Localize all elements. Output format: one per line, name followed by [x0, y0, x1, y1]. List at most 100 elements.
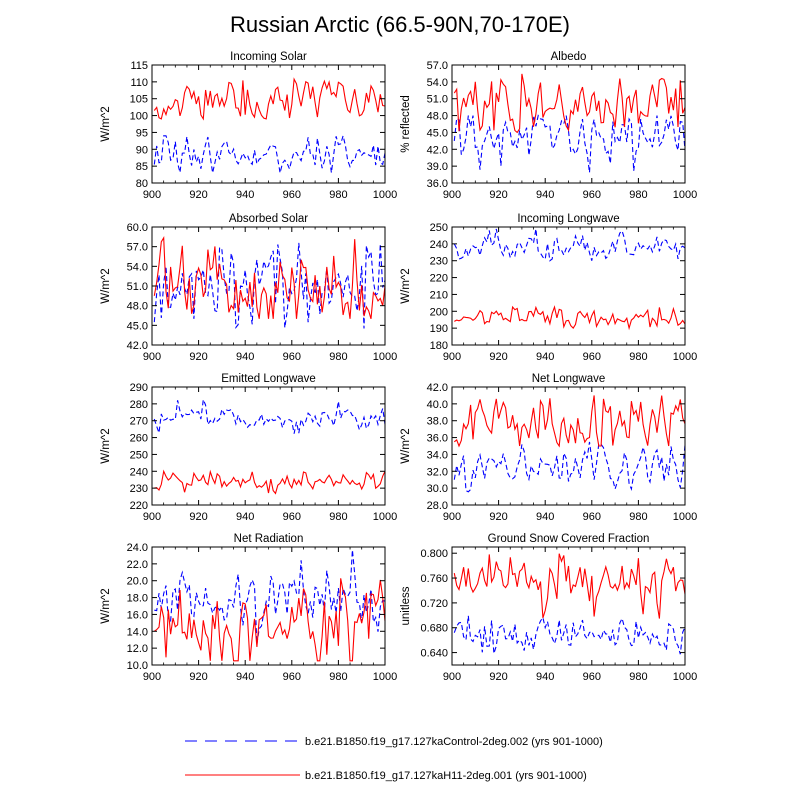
- y-tick-label: 220: [130, 500, 148, 512]
- y-axis-label: W/m^2: [400, 268, 412, 303]
- y-axis-label: W/m^2: [100, 428, 112, 463]
- y-tick-label: 51.0: [127, 281, 148, 293]
- y-tick-label: 10.0: [127, 660, 148, 672]
- x-tick-label: 1000: [373, 511, 397, 523]
- series-H11: [153, 235, 386, 319]
- y-axis-label: unitless: [400, 586, 412, 625]
- y-tick-label: 28.0: [427, 500, 448, 512]
- y-tick-label: 240: [430, 239, 448, 251]
- y-tick-label: 45.0: [127, 320, 148, 332]
- series-H11: [453, 553, 686, 619]
- panel-8: Ground Snow Covered Fraction unitless 900 9…: [400, 533, 697, 683]
- x-tick-label: 920: [189, 671, 207, 683]
- y-axis-label: % reflected: [400, 95, 412, 153]
- series-H11: [453, 73, 686, 134]
- x-tick-label: 900: [143, 671, 161, 683]
- y-tick-label: 36.0: [427, 178, 448, 190]
- y-tick-label: 36.0: [427, 433, 448, 445]
- series-H11: [153, 77, 386, 121]
- series-control: [154, 549, 386, 645]
- y-tick-label: 115: [130, 60, 148, 72]
- y-tick-label: 54.0: [127, 261, 148, 273]
- x-tick-label: 1000: [373, 189, 397, 201]
- legend: b.e21.B1850.f19_g17.127kaControl-2deg.00…: [185, 736, 603, 782]
- y-tick-label: 38.0: [427, 416, 448, 428]
- y-tick-label: 105: [130, 94, 148, 106]
- x-tick-label: 900: [143, 189, 161, 201]
- y-tick-label: 48.0: [127, 301, 148, 313]
- y-tick-label: 30.0: [427, 483, 448, 495]
- plot-frame: [151, 226, 386, 346]
- x-tick-label: 980: [329, 351, 347, 363]
- y-tick-label: 57.0: [127, 242, 148, 254]
- panel-title: Incoming Longwave: [517, 213, 619, 225]
- series-control: [153, 242, 386, 330]
- series-control: [153, 133, 386, 174]
- y-tick-label: 32.0: [427, 466, 448, 478]
- y-tick-label: 220: [430, 273, 448, 285]
- y-tick-label: 0.760: [420, 573, 448, 585]
- x-tick-label: 980: [629, 351, 647, 363]
- plot-frame: [451, 64, 686, 184]
- x-tick-label: 980: [329, 511, 347, 523]
- panel-title: Net Longwave: [532, 373, 606, 385]
- y-tick-label: 39.0: [427, 161, 448, 173]
- panel-title: Emitted Longwave: [221, 373, 316, 385]
- y-tick-label: 40.0: [427, 399, 448, 411]
- x-tick-label: 960: [283, 511, 301, 523]
- y-tick-label: 230: [430, 256, 448, 268]
- y-axis-label: W/m^2: [100, 268, 112, 303]
- panel-title: Ground Snow Covered Fraction: [488, 533, 650, 545]
- y-tick-label: 100: [130, 111, 148, 123]
- y-tick-label: 110: [130, 77, 148, 89]
- y-tick-label: 190: [430, 323, 448, 335]
- x-tick-label: 940: [536, 671, 554, 683]
- y-tick-label: 80: [136, 178, 148, 190]
- x-tick-label: 940: [236, 671, 254, 683]
- y-tick-label: 230: [130, 483, 148, 495]
- y-axis-label: W/m^2: [100, 588, 112, 623]
- series-control: [453, 114, 686, 173]
- x-tick-label: 940: [536, 511, 554, 523]
- x-tick-label: 1000: [673, 511, 697, 523]
- y-tick-label: 22.0: [127, 559, 148, 571]
- y-tick-label: 90: [136, 144, 148, 156]
- y-tick-label: 34.0: [427, 449, 448, 461]
- series-H11: [453, 395, 686, 448]
- y-tick-label: 200: [430, 306, 448, 318]
- panels: Incoming Solar W/m^2 900 920 940 960 980 1000 80…: [100, 51, 697, 683]
- x-tick-label: 980: [629, 189, 647, 201]
- y-tick-label: 280: [130, 399, 148, 411]
- y-tick-label: 0.640: [420, 648, 448, 660]
- panel-title: Albedo: [551, 51, 587, 63]
- y-tick-label: 51.0: [427, 94, 448, 106]
- series-H11: [153, 578, 386, 662]
- series-H11: [154, 469, 386, 495]
- y-tick-label: 42.0: [427, 382, 448, 394]
- y-tick-label: 0.680: [420, 623, 448, 635]
- x-tick-label: 980: [329, 189, 347, 201]
- x-tick-label: 900: [443, 351, 461, 363]
- x-tick-label: 900: [443, 189, 461, 201]
- y-tick-label: 14.0: [127, 626, 148, 638]
- x-tick-label: 920: [189, 189, 207, 201]
- x-tick-label: 920: [189, 351, 207, 363]
- x-tick-label: 1000: [673, 189, 697, 201]
- legend-label-h11: b.e21.B1850.f19_g17.127kaH11-2deg.001 (y…: [305, 770, 587, 782]
- x-tick-label: 980: [629, 511, 647, 523]
- x-tick-label: 920: [189, 511, 207, 523]
- series-H11: [454, 305, 686, 331]
- plot-frame: [451, 546, 686, 666]
- panel-4: Incoming Longwave W/m^2 900 920 940 960 980 100…: [400, 213, 697, 363]
- x-tick-label: 960: [583, 351, 601, 363]
- y-tick-label: 45.0: [427, 127, 448, 139]
- y-tick-label: 0.720: [420, 598, 448, 610]
- x-tick-label: 940: [536, 351, 554, 363]
- x-tick-label: 980: [329, 671, 347, 683]
- x-tick-label: 900: [443, 671, 461, 683]
- panel-1: Incoming Solar W/m^2 900 920 940 960 980 1000 80…: [100, 51, 397, 201]
- legend-label-control: b.e21.B1850.f19_g17.127kaControl-2deg.00…: [305, 736, 603, 748]
- x-tick-label: 940: [236, 351, 254, 363]
- panel-3: Absorbed Solar W/m^2 900 920 940 960 980 1000 42…: [100, 213, 397, 363]
